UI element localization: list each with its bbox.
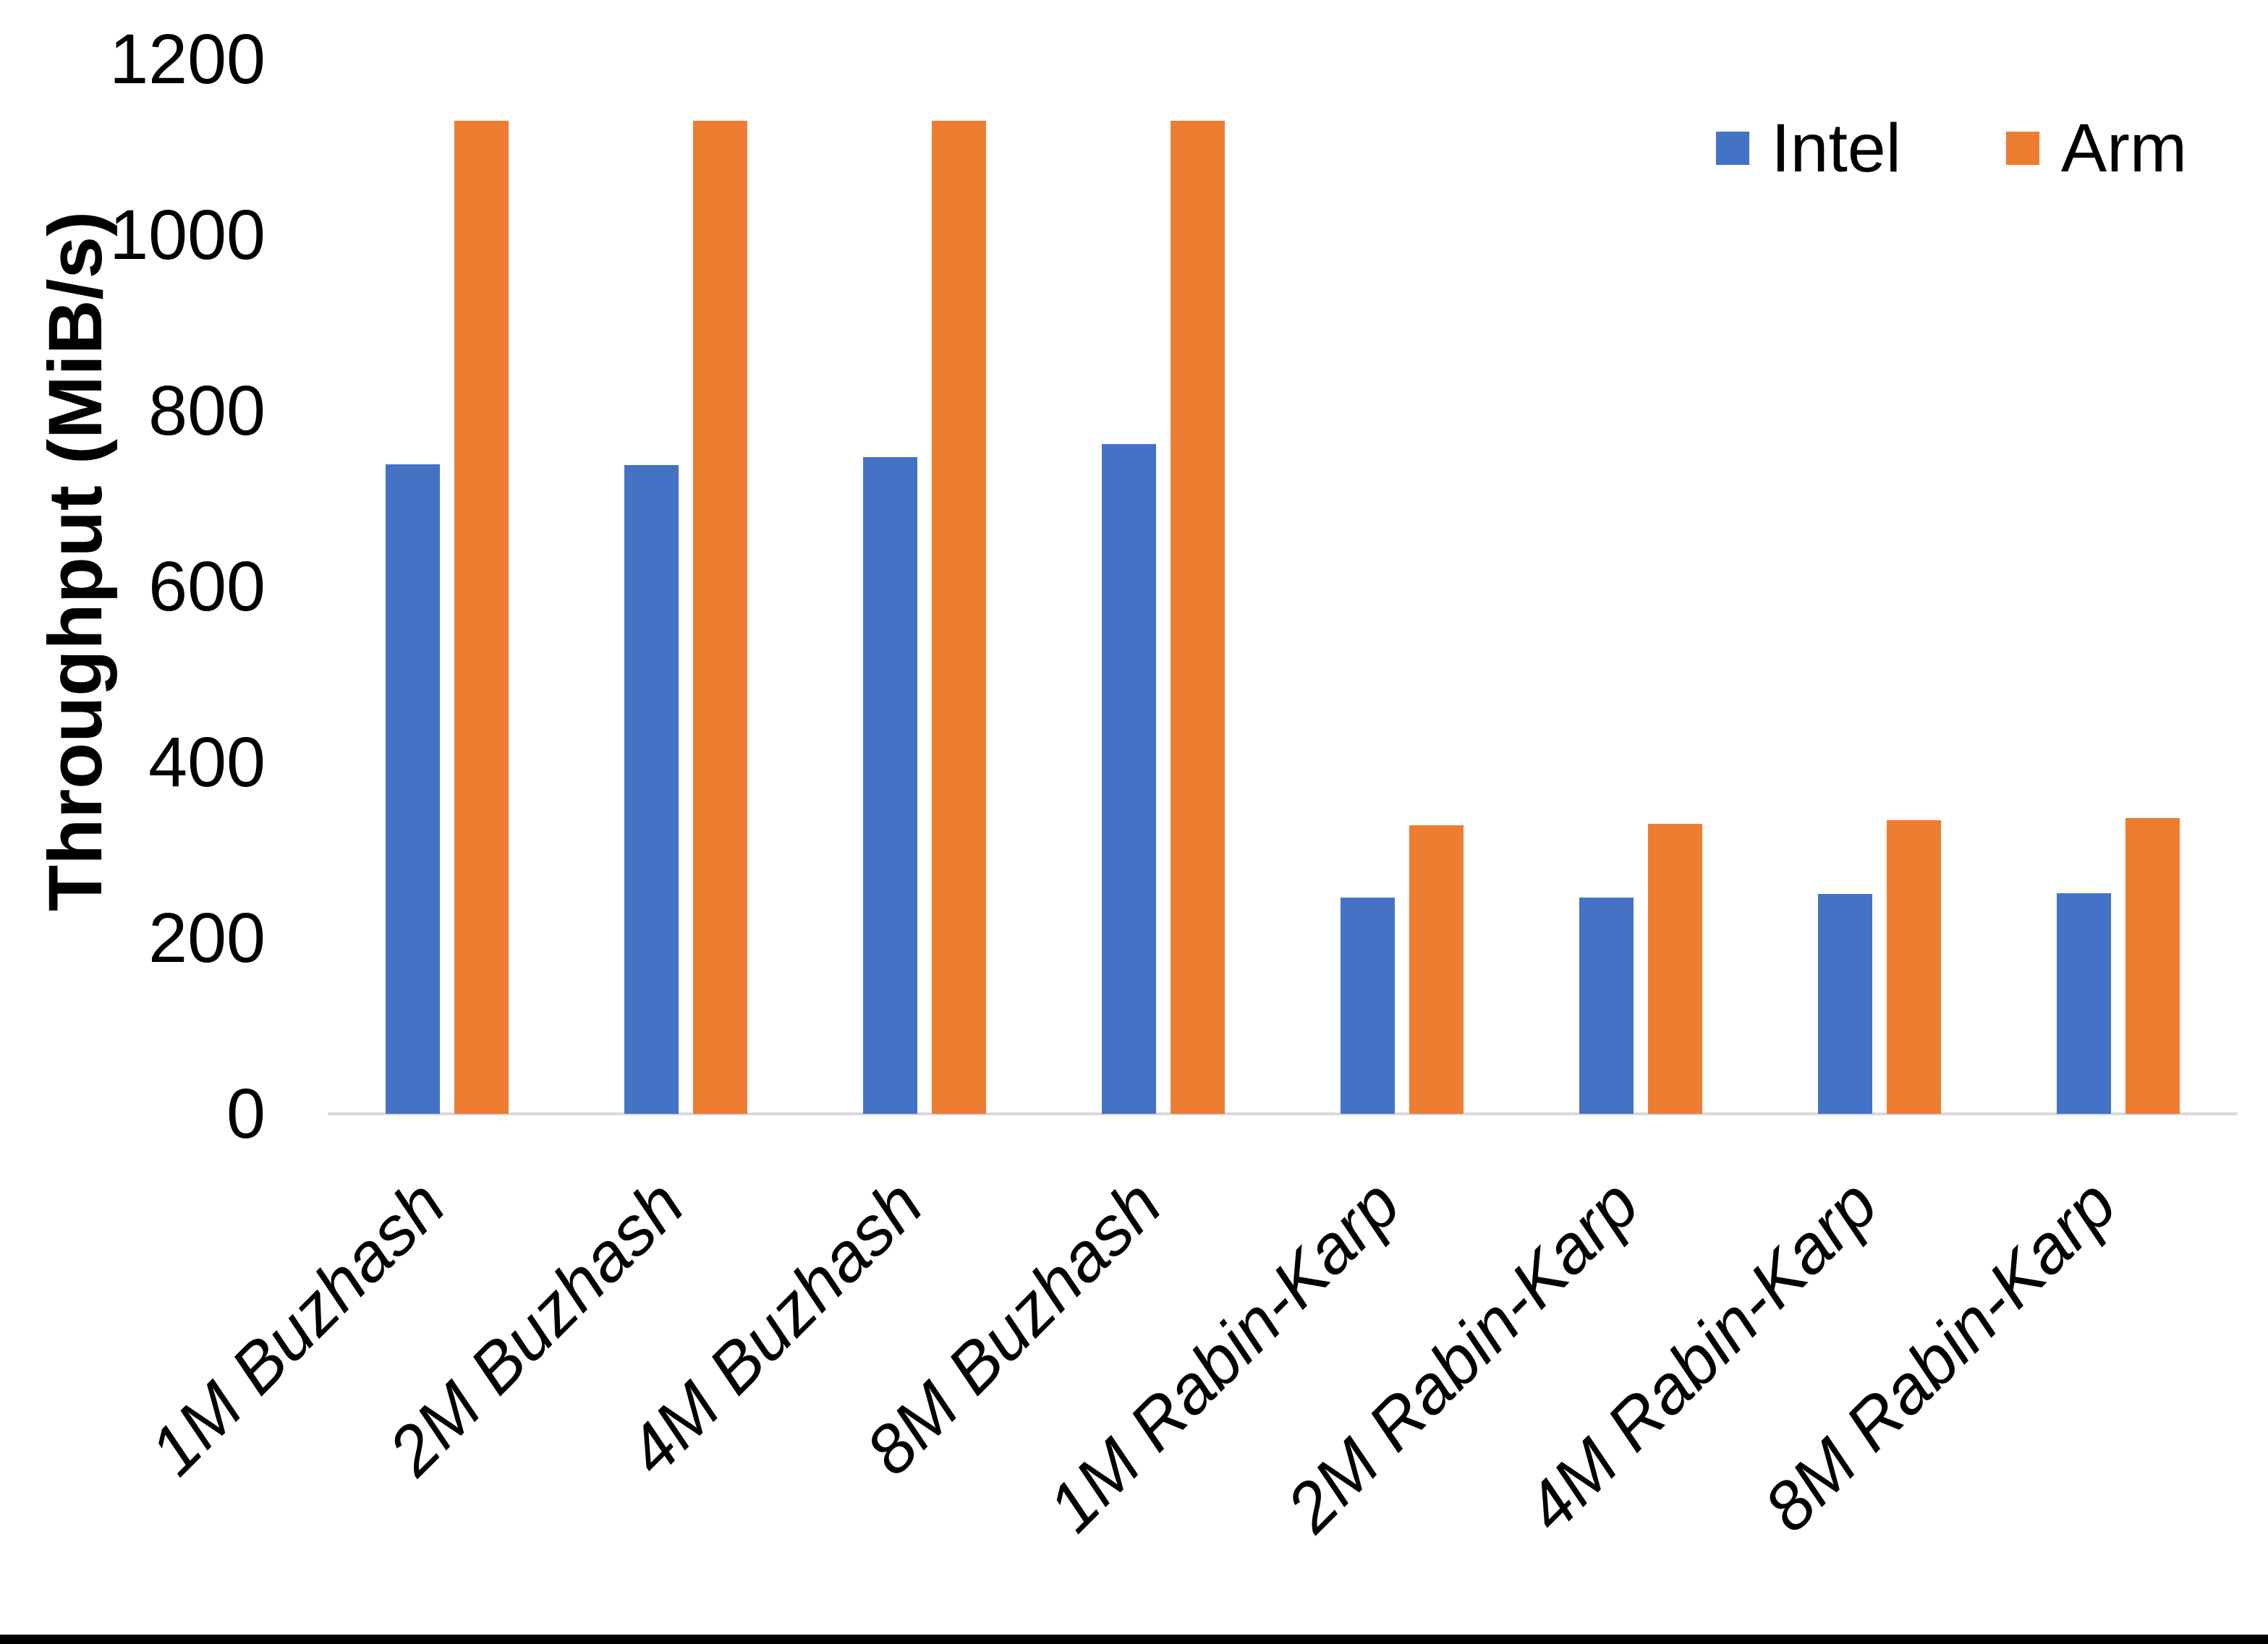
y-axis-tick-label: 0 (226, 1074, 266, 1153)
legend-label-arm: Arm (2060, 110, 2187, 187)
bar-arm-2m-rabin-karp (1648, 824, 1702, 1114)
bar-intel-1m-rabin-karp (1341, 898, 1395, 1114)
y-axis-tick-label: 800 (148, 371, 266, 450)
legend: Intel Arm (1716, 108, 2187, 188)
bar-intel-1m-buzhash (386, 464, 440, 1114)
y-axis-tick-label: 600 (148, 547, 266, 626)
bottom-border (0, 1635, 2268, 1644)
bar-arm-4m-rabin-karp (1887, 820, 1941, 1114)
y-axis-tick-label: 1000 (109, 195, 266, 274)
bar-intel-4m-rabin-karp (1818, 894, 1872, 1114)
legend-swatch-intel-icon (1716, 132, 1750, 165)
y-axis-tick-label: 400 (148, 723, 266, 801)
bar-arm-8m-rabin-karp (2125, 817, 2180, 1114)
bar-intel-2m-buzhash (624, 465, 679, 1114)
bar-arm-1m-rabin-karp (1409, 825, 1464, 1114)
y-axis-tick-label: 1200 (109, 20, 266, 98)
y-axis-title: Throughput (MiB/s) (33, 210, 118, 911)
legend-item-intel: Intel (1716, 108, 1901, 188)
y-axis-tick-label: 200 (148, 898, 266, 977)
legend-label-intel: Intel (1771, 110, 1901, 187)
bar-arm-2m-buzhash (693, 121, 747, 1114)
legend-item-arm: Arm (2005, 108, 2187, 188)
bar-arm-8m-buzhash (1171, 121, 1225, 1114)
bar-intel-8m-rabin-karp (2057, 893, 2111, 1114)
x-axis-line (328, 1112, 2238, 1115)
bar-arm-1m-buzhash (454, 121, 509, 1114)
bar-intel-4m-buzhash (863, 457, 917, 1114)
bar-arm-4m-buzhash (932, 121, 986, 1114)
bar-intel-8m-buzhash (1102, 444, 1156, 1114)
bar-intel-2m-rabin-karp (1579, 898, 1634, 1114)
legend-swatch-arm-icon (2005, 132, 2039, 165)
